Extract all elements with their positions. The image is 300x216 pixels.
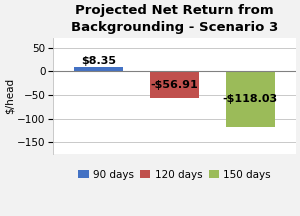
Y-axis label: $/head: $/head — [4, 78, 14, 114]
Text: -$56.91: -$56.91 — [151, 80, 198, 90]
Bar — [150, 71, 199, 98]
Bar — [226, 71, 275, 127]
Legend: 90 days, 120 days, 150 days: 90 days, 120 days, 150 days — [74, 165, 275, 184]
Text: $8.35: $8.35 — [81, 56, 116, 66]
Title: Projected Net Return from
Backgrounding - Scenario 3: Projected Net Return from Backgrounding … — [71, 4, 278, 34]
Bar — [74, 67, 123, 71]
Text: -$118.03: -$118.03 — [223, 94, 278, 104]
